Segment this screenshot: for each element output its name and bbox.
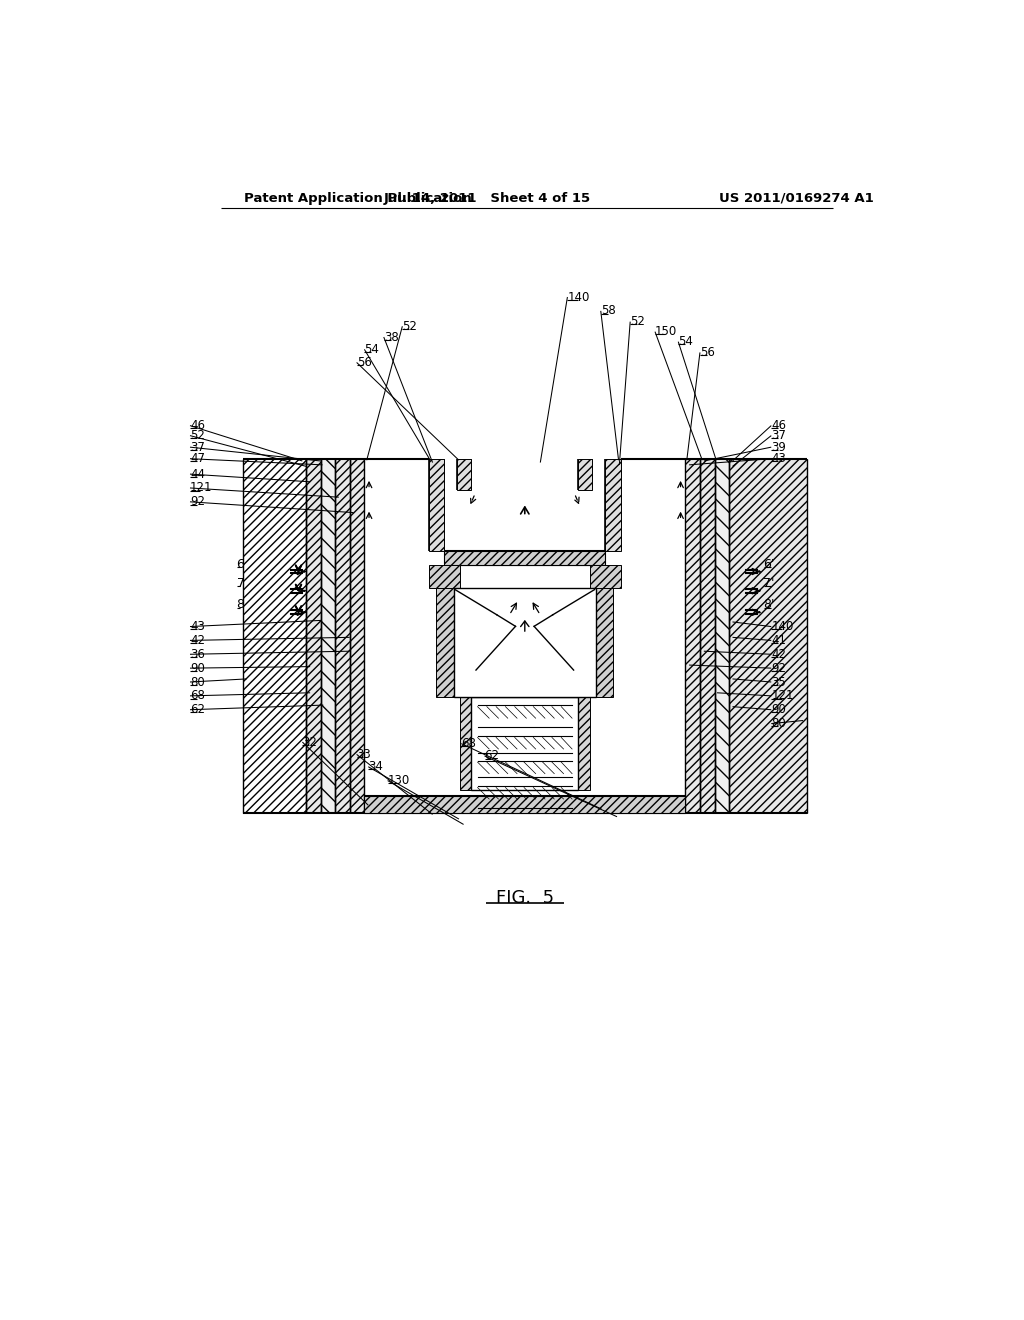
Text: Patent Application Publication: Patent Application Publication bbox=[245, 191, 472, 205]
Text: 42: 42 bbox=[190, 634, 205, 647]
Text: Jul. 14, 2011   Sheet 4 of 15: Jul. 14, 2011 Sheet 4 of 15 bbox=[384, 191, 591, 205]
Text: 36: 36 bbox=[190, 648, 205, 661]
Bar bbox=[579, 459, 592, 490]
Text: 42: 42 bbox=[771, 648, 786, 661]
Bar bbox=[365, 796, 685, 813]
Bar bbox=[243, 459, 306, 813]
Bar bbox=[454, 589, 596, 697]
Text: 33: 33 bbox=[356, 748, 372, 760]
Text: 38: 38 bbox=[384, 330, 398, 343]
Bar bbox=[436, 589, 454, 697]
Bar bbox=[715, 459, 729, 813]
Text: US 2011/0169274 A1: US 2011/0169274 A1 bbox=[719, 191, 873, 205]
Text: 62: 62 bbox=[190, 704, 205, 717]
Text: 37: 37 bbox=[771, 429, 786, 442]
Text: 80: 80 bbox=[771, 717, 786, 730]
Text: 34: 34 bbox=[369, 760, 383, 774]
Text: 130: 130 bbox=[388, 774, 410, 787]
Bar bbox=[335, 459, 349, 813]
Text: 121: 121 bbox=[771, 689, 794, 702]
Bar bbox=[458, 459, 471, 490]
Text: 54: 54 bbox=[365, 343, 379, 356]
Text: 41: 41 bbox=[771, 634, 786, 647]
Bar bbox=[429, 565, 460, 589]
Text: 47: 47 bbox=[190, 453, 205, 465]
Text: 140: 140 bbox=[567, 290, 590, 304]
Bar bbox=[700, 459, 715, 813]
Bar bbox=[471, 697, 579, 789]
Text: 150: 150 bbox=[655, 325, 677, 338]
Text: 46: 46 bbox=[771, 418, 786, 432]
Text: 92: 92 bbox=[190, 495, 205, 508]
Text: 43: 43 bbox=[771, 453, 786, 465]
Text: 39: 39 bbox=[771, 441, 786, 454]
Bar bbox=[590, 565, 621, 589]
Text: 90: 90 bbox=[771, 704, 786, 717]
Bar bbox=[605, 459, 621, 552]
Text: 46: 46 bbox=[190, 418, 205, 432]
Text: FIG.  5: FIG. 5 bbox=[496, 888, 554, 907]
Text: 35: 35 bbox=[771, 676, 786, 689]
Bar bbox=[306, 459, 321, 813]
Text: 52: 52 bbox=[402, 319, 417, 333]
Bar bbox=[685, 459, 700, 813]
Bar bbox=[444, 552, 605, 565]
Text: 6: 6 bbox=[237, 557, 245, 570]
Bar bbox=[460, 697, 471, 789]
Bar bbox=[321, 459, 335, 813]
Text: 7: 7 bbox=[237, 577, 245, 590]
Text: 32: 32 bbox=[302, 735, 317, 748]
Text: 68: 68 bbox=[461, 737, 476, 750]
Text: 52: 52 bbox=[630, 315, 645, 329]
Text: 62: 62 bbox=[484, 750, 500, 763]
Text: 92: 92 bbox=[771, 661, 786, 675]
Text: 43: 43 bbox=[190, 620, 205, 634]
Text: 121: 121 bbox=[190, 482, 213, 495]
Bar bbox=[429, 459, 444, 552]
Text: 8: 8 bbox=[237, 598, 245, 611]
Bar bbox=[579, 697, 590, 789]
Text: 54: 54 bbox=[678, 335, 693, 348]
Text: 6': 6' bbox=[764, 557, 775, 570]
Text: 56: 56 bbox=[700, 346, 715, 359]
Text: 44: 44 bbox=[190, 467, 205, 480]
Bar bbox=[349, 459, 365, 813]
Text: 58: 58 bbox=[601, 305, 615, 317]
Text: 140: 140 bbox=[771, 620, 794, 634]
Bar bbox=[729, 459, 807, 813]
Text: 8': 8' bbox=[764, 598, 775, 611]
Text: 90: 90 bbox=[190, 661, 205, 675]
Text: 68: 68 bbox=[190, 689, 205, 702]
Text: 52: 52 bbox=[190, 429, 205, 442]
Text: 7': 7' bbox=[764, 577, 775, 590]
Bar bbox=[596, 589, 613, 697]
Text: 80: 80 bbox=[190, 676, 205, 689]
Text: 56: 56 bbox=[356, 356, 372, 370]
Text: 37: 37 bbox=[190, 441, 205, 454]
